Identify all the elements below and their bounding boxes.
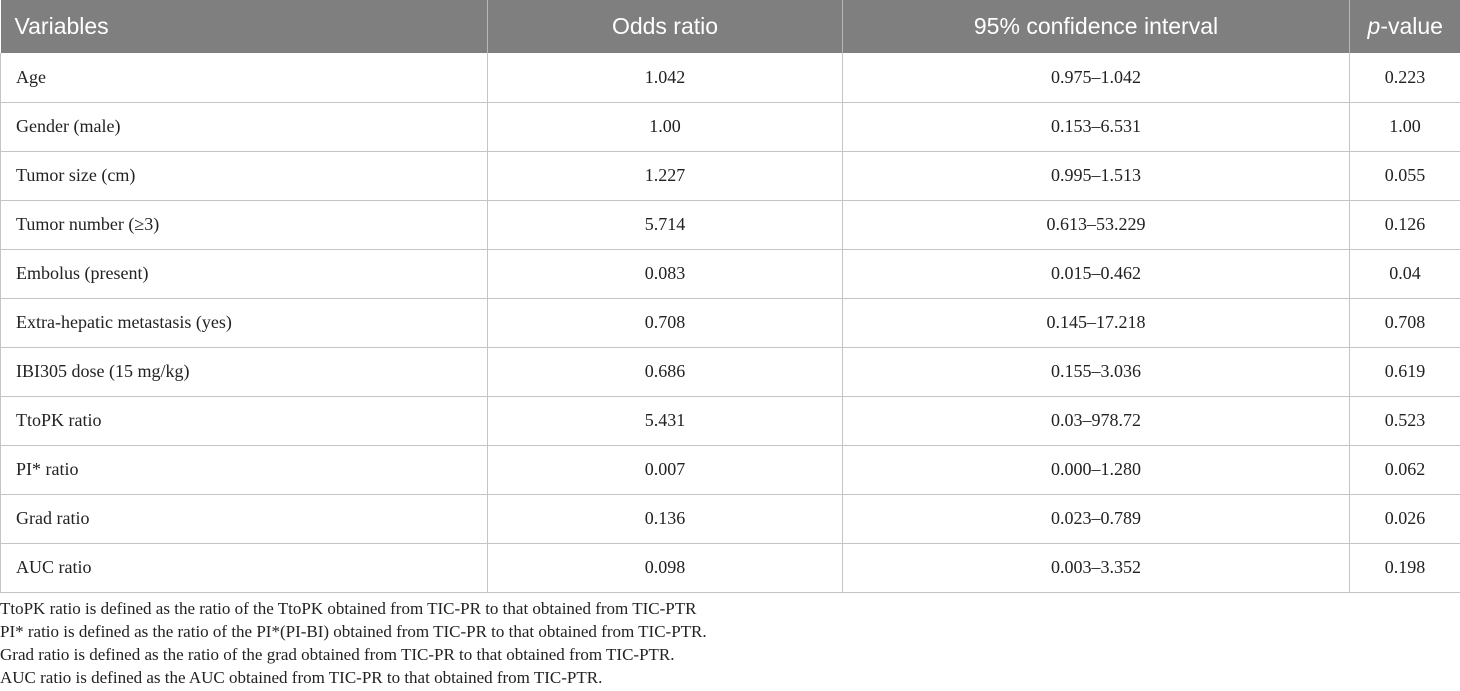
odds-ratio-table: Variables Odds ratio 95% confidence inte… [0, 0, 1460, 593]
cell-confidence-interval: 0.613–53.229 [842, 200, 1350, 250]
cell-confidence-interval: 0.003–3.352 [842, 543, 1350, 593]
header-row: Variables Odds ratio 95% confidence inte… [0, 0, 1460, 53]
cell-variable: Grad ratio [0, 494, 488, 544]
cell-p-value: 0.523 [1349, 396, 1460, 446]
cell-odds-ratio: 1.227 [487, 151, 843, 201]
cell-variable: Tumor size (cm) [0, 151, 488, 201]
cell-odds-ratio: 5.714 [487, 200, 843, 250]
header-confidence-interval: 95% confidence interval [842, 0, 1350, 53]
table-row: Age 1.042 0.975–1.042 0.223 [0, 53, 1460, 103]
footnote-auc: AUC ratio is defined as the AUC obtained… [0, 668, 603, 687]
cell-confidence-interval: 0.023–0.789 [842, 494, 1350, 544]
table-footnotes: TtoPK ratio is defined as the ratio of t… [0, 597, 1460, 689]
cell-odds-ratio: 1.042 [487, 53, 843, 103]
cell-variable: Age [0, 53, 488, 103]
cell-odds-ratio: 0.136 [487, 494, 843, 544]
cell-variable: PI* ratio [0, 445, 488, 495]
cell-p-value: 0.223 [1349, 53, 1460, 103]
cell-odds-ratio: 0.686 [487, 347, 843, 397]
cell-confidence-interval: 0.015–0.462 [842, 249, 1350, 299]
table-row: PI* ratio 0.007 0.000–1.280 0.062 [0, 445, 1460, 495]
footnote-ttopk: TtoPK ratio is defined as the ratio of t… [0, 599, 697, 618]
cell-confidence-interval: 0.145–17.218 [842, 298, 1350, 348]
cell-p-value: 0.04 [1349, 249, 1460, 299]
cell-p-value: 1.00 [1349, 102, 1460, 152]
table-row: TtoPK ratio 5.431 0.03–978.72 0.523 [0, 396, 1460, 446]
header-variables: Variables [0, 0, 488, 53]
cell-confidence-interval: 0.03–978.72 [842, 396, 1350, 446]
header-p-suffix: -value [1380, 13, 1443, 39]
cell-p-value: 0.026 [1349, 494, 1460, 544]
cell-p-value: 0.708 [1349, 298, 1460, 348]
cell-odds-ratio: 0.083 [487, 249, 843, 299]
cell-odds-ratio: 1.00 [487, 102, 843, 152]
cell-variable: Embolus (present) [0, 249, 488, 299]
cell-confidence-interval: 0.153–6.531 [842, 102, 1350, 152]
cell-variable: Extra-hepatic metastasis (yes) [0, 298, 488, 348]
table-header: Variables Odds ratio 95% confidence inte… [0, 0, 1460, 53]
header-odds-ratio: Odds ratio [487, 0, 843, 53]
table-row: Embolus (present) 0.083 0.015–0.462 0.04 [0, 249, 1460, 299]
cell-confidence-interval: 0.975–1.042 [842, 53, 1350, 103]
cell-variable: Gender (male) [0, 102, 488, 152]
cell-variable: Tumor number (≥3) [0, 200, 488, 250]
footnote-pi: PI* ratio is defined as the ratio of the… [0, 622, 707, 641]
cell-odds-ratio: 0.098 [487, 543, 843, 593]
table-row: AUC ratio 0.098 0.003–3.352 0.198 [0, 543, 1460, 593]
cell-p-value: 0.198 [1349, 543, 1460, 593]
table-row: Extra-hepatic metastasis (yes) 0.708 0.145… [0, 298, 1460, 348]
table-row: Gender (male) 1.00 0.153–6.531 1.00 [0, 102, 1460, 152]
table-body: Age 1.042 0.975–1.042 0.223 Gender (male) 1.0… [0, 53, 1460, 593]
table-row: Tumor size (cm) 1.227 0.995–1.513 0.055 [0, 151, 1460, 201]
table-row: IBI305 dose (15 mg/kg) 0.686 0.155–3.036 0.… [0, 347, 1460, 397]
cell-p-value: 0.055 [1349, 151, 1460, 201]
footnote-grad: Grad ratio is defined as the ratio of th… [0, 645, 675, 664]
cell-odds-ratio: 0.007 [487, 445, 843, 495]
cell-odds-ratio: 0.708 [487, 298, 843, 348]
cell-confidence-interval: 0.995–1.513 [842, 151, 1350, 201]
cell-variable: TtoPK ratio [0, 396, 488, 446]
header-p-value: p-value [1349, 0, 1460, 53]
cell-p-value: 0.062 [1349, 445, 1460, 495]
cell-variable: AUC ratio [0, 543, 488, 593]
cell-p-value: 0.619 [1349, 347, 1460, 397]
cell-odds-ratio: 5.431 [487, 396, 843, 446]
table-row: Tumor number (≥3) 5.714 0.613–53.229 0.126 [0, 200, 1460, 250]
cell-p-value: 0.126 [1349, 200, 1460, 250]
header-p-italic: p [1367, 13, 1381, 39]
table-row: Grad ratio 0.136 0.023–0.789 0.026 [0, 494, 1460, 544]
cell-variable: IBI305 dose (15 mg/kg) [0, 347, 488, 397]
cell-confidence-interval: 0.000–1.280 [842, 445, 1350, 495]
cell-confidence-interval: 0.155–3.036 [842, 347, 1350, 397]
